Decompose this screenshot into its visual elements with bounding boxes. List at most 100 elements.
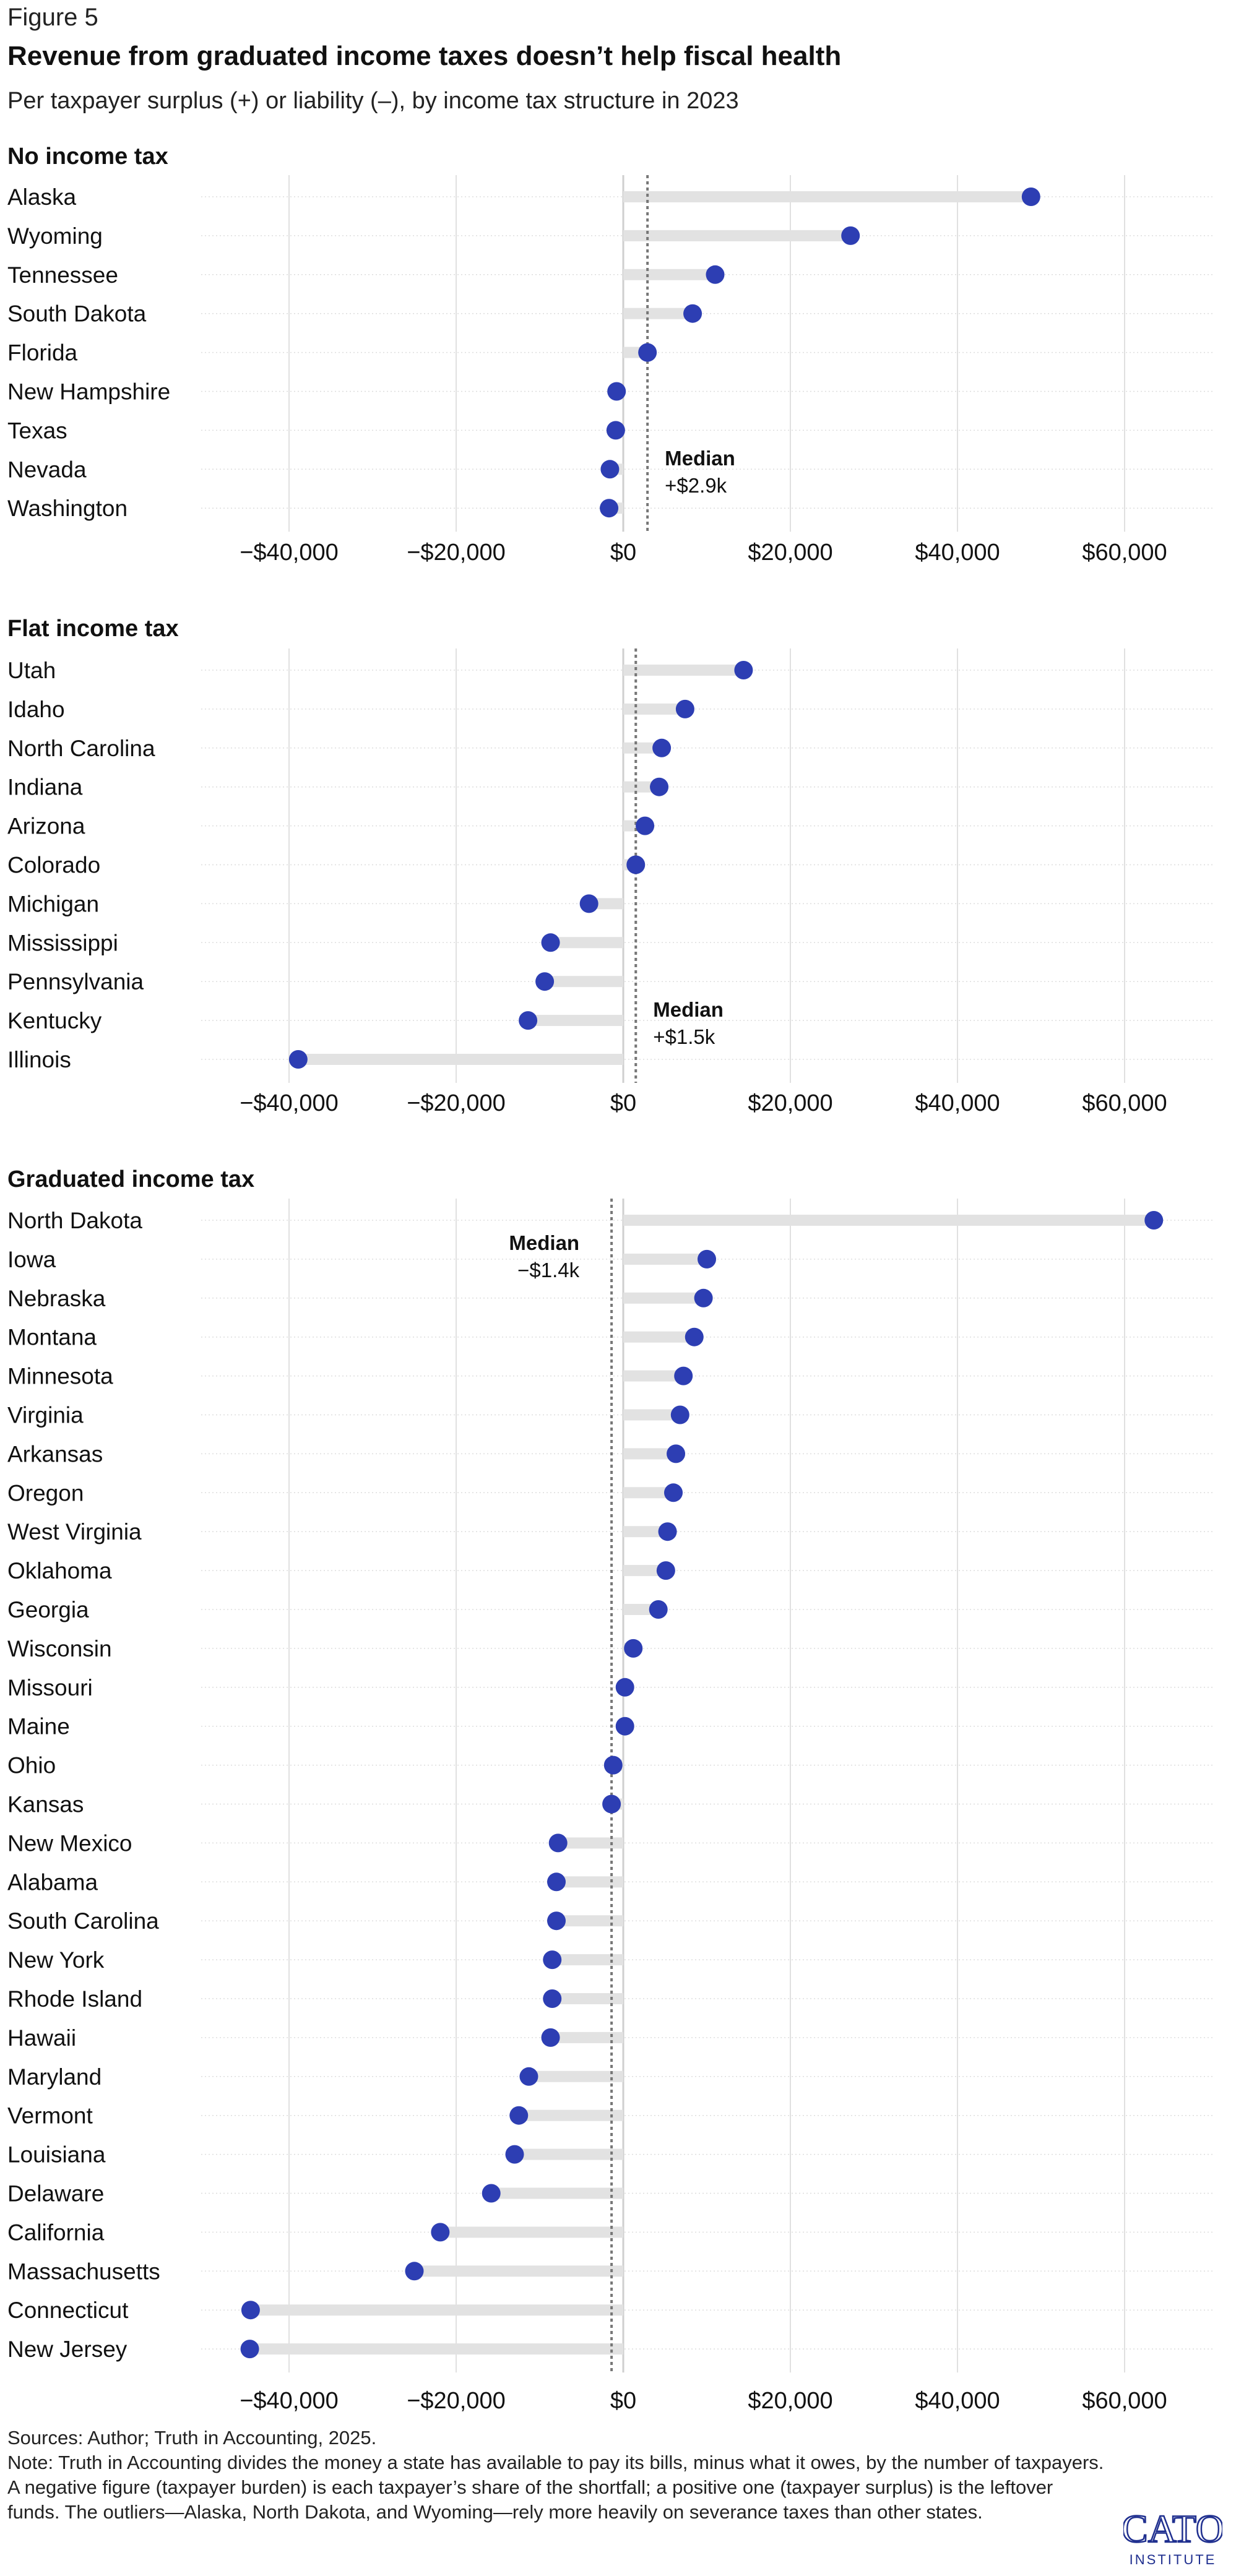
category-label: Oregon	[7, 1480, 84, 1506]
x-tick-label: $0	[610, 540, 636, 566]
category-label: Alaska	[7, 184, 76, 210]
category-label: Minnesota	[7, 1364, 113, 1389]
data-point	[674, 1366, 693, 1385]
median-value-label: +$1.5k	[653, 1025, 715, 1048]
value-stem	[558, 1837, 623, 1849]
value-stem	[623, 1370, 684, 1382]
value-stem	[623, 1409, 680, 1421]
category-label: North Dakota	[7, 1208, 142, 1233]
cato-logo: CATO INSTITUTE	[1123, 2506, 1222, 2567]
value-stem	[298, 1054, 624, 1065]
x-tick-label: $60,000	[1082, 540, 1167, 566]
category-label: Wyoming	[7, 223, 103, 249]
x-tick-label: −$20,000	[407, 540, 506, 566]
data-point	[602, 1794, 621, 1814]
value-stem	[552, 1993, 623, 2004]
data-point	[505, 2145, 524, 2164]
value-stem	[528, 1015, 623, 1027]
data-point	[288, 1050, 308, 1069]
value-stem	[623, 1215, 1154, 1226]
x-tick-label: −$40,000	[240, 540, 339, 566]
category-label: Hawaii	[7, 2025, 76, 2051]
value-stem	[550, 937, 623, 949]
methodology-note: Note: Truth in Accounting divides the mo…	[7, 2452, 1104, 2523]
category-label: Utah	[7, 658, 56, 683]
category-label: Delaware	[7, 2181, 104, 2207]
category-label: Michigan	[7, 891, 99, 916]
category-label: Connecticut	[7, 2298, 129, 2323]
chart-subtitle: Per taxpayer surplus (+) or liability (–…	[7, 88, 739, 114]
x-tick-label: −$40,000	[240, 2388, 339, 2413]
category-label: Nevada	[7, 457, 87, 482]
data-point	[675, 699, 694, 718]
value-stem	[623, 665, 744, 676]
value-stem	[623, 1331, 694, 1343]
value-stem	[623, 230, 851, 241]
value-stem	[491, 2187, 623, 2199]
x-tick-label: $60,000	[1082, 1090, 1167, 1116]
data-point	[667, 1444, 686, 1463]
logo-wordmark: CATO	[1123, 2507, 1222, 2551]
data-point	[650, 777, 669, 796]
data-point	[685, 1327, 704, 1346]
x-tick-label: $0	[610, 1090, 636, 1116]
x-tick-label: $40,000	[915, 2388, 1000, 2413]
x-tick-label: −$20,000	[407, 1090, 506, 1116]
data-point	[734, 661, 753, 679]
data-point	[482, 2184, 501, 2203]
data-point	[706, 265, 725, 284]
category-label: New Jersey	[7, 2337, 127, 2362]
median-label: Median	[509, 1231, 579, 1254]
category-label: South Carolina	[7, 1908, 159, 1934]
data-point	[543, 1950, 562, 1970]
category-label: Louisiana	[7, 2142, 106, 2168]
data-point	[606, 421, 625, 440]
value-stem	[623, 781, 660, 793]
data-point	[649, 1600, 668, 1619]
data-point	[683, 304, 702, 323]
panel-title: No income tax	[7, 144, 168, 170]
sources-note: Sources: Author; Truth in Accounting, 20…	[7, 2427, 377, 2449]
data-point	[652, 738, 672, 757]
figure-label: Figure 5	[7, 4, 98, 31]
x-tick-label: −$40,000	[240, 1090, 339, 1116]
data-point	[543, 1989, 562, 2008]
panel-title: Flat income tax	[7, 616, 179, 642]
category-label: Florida	[7, 340, 78, 366]
value-stem	[623, 1253, 707, 1265]
data-point	[615, 1717, 634, 1736]
data-point	[405, 2262, 424, 2281]
data-point	[636, 816, 655, 835]
chart-footer: Sources: Author; Truth in Accounting, 20…	[7, 2426, 1109, 2525]
category-label: Missouri	[7, 1675, 93, 1700]
data-point	[656, 1561, 675, 1580]
value-stem	[556, 1876, 623, 1888]
value-stem	[550, 2031, 623, 2043]
data-point	[624, 1639, 643, 1658]
category-label: New Mexico	[7, 1830, 132, 1856]
value-stem	[623, 742, 662, 754]
category-label: Vermont	[7, 2103, 93, 2129]
data-point	[600, 460, 620, 479]
value-stem	[623, 1448, 676, 1460]
value-stem	[556, 1915, 623, 1927]
category-label: Maine	[7, 1714, 70, 1739]
category-label: North Carolina	[7, 736, 155, 761]
data-point	[541, 2028, 560, 2047]
category-label: South Dakota	[7, 301, 147, 327]
logo-institute-text: INSTITUTE	[1130, 2552, 1217, 2567]
category-label: Massachusetts	[7, 2259, 160, 2284]
category-label: Wisconsin	[7, 1636, 112, 1661]
data-point	[638, 343, 657, 362]
category-label: Tennessee	[7, 262, 118, 288]
value-stem	[623, 1526, 668, 1538]
category-label: Pennsylvania	[7, 969, 144, 994]
category-label: New York	[7, 1947, 105, 1973]
data-point	[509, 2106, 529, 2125]
value-stem	[623, 1487, 673, 1499]
category-label: Nebraska	[7, 1286, 106, 1311]
data-point	[664, 1483, 683, 1502]
value-stem	[552, 1954, 623, 1966]
value-stem	[249, 2343, 623, 2355]
x-tick-label: $0	[610, 2388, 636, 2413]
